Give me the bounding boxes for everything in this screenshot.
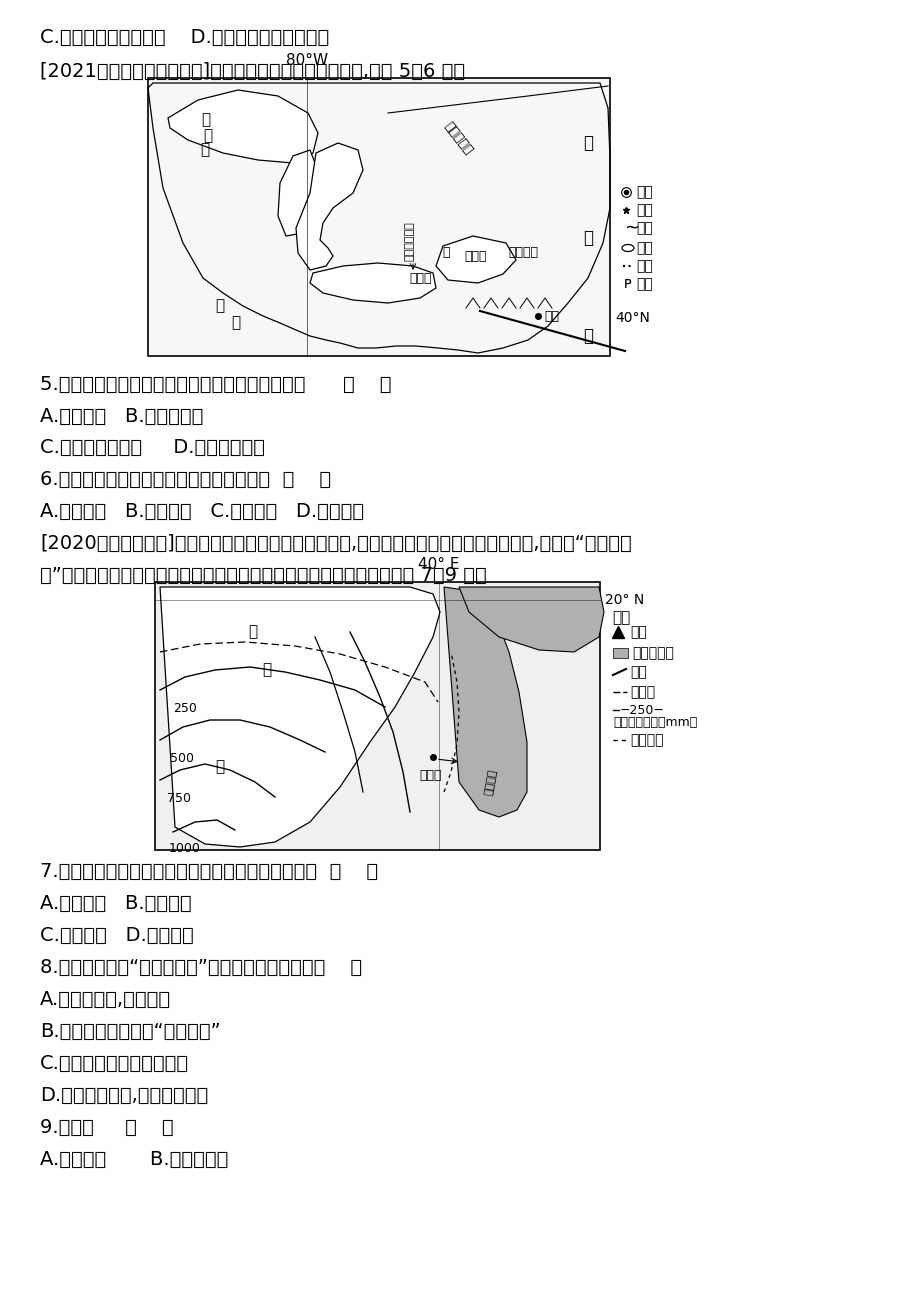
Text: C.是非洲物产出口的集散地: C.是非洲物产出口的集散地 — [40, 1055, 189, 1073]
Text: 9.吉布提     （    ）: 9.吉布提 （ ） — [40, 1118, 174, 1137]
Polygon shape — [436, 236, 516, 283]
Bar — [612, 648, 628, 658]
Polygon shape — [168, 90, 318, 163]
Text: 750: 750 — [167, 792, 191, 805]
Text: 年等降水量线（mm）: 年等降水量线（mm） — [612, 716, 697, 729]
Text: 板块边界: 板块边界 — [630, 733, 663, 747]
Text: ∼: ∼ — [623, 219, 639, 237]
Text: C.生活物资运输成本高    D.居民收入和消费水平高: C.生活物资运输成本高 D.居民收入和消费水平高 — [40, 29, 329, 47]
Text: 安: 安 — [442, 246, 449, 259]
Text: 河流: 河流 — [635, 221, 652, 234]
Text: C.海陆位置   D.地形地势: C.海陆位置 D.地形地势 — [40, 926, 194, 945]
Text: 坡”。下图为非洲局部地区年降水量分布及吉布提位置示意图。据此完成 7－9 题。: 坡”。下图为非洲局部地区年降水量分布及吉布提位置示意图。据此完成 7－9 题。 — [40, 566, 486, 585]
Text: 6.图示地区发展种植业的主要限制性条件是  （    ）: 6.图示地区发展种植业的主要限制性条件是 （ ） — [40, 470, 331, 490]
Text: B.位于欧洲和非洲的“十字路口”: B.位于欧洲和非洲的“十字路口” — [40, 1022, 221, 1042]
Text: 250: 250 — [173, 702, 197, 715]
Text: 布法罗: 布法罗 — [409, 272, 432, 285]
Text: 西: 西 — [583, 229, 593, 247]
Text: 运河: 运河 — [635, 259, 652, 273]
Text: A.森林广布       B.地热能丰富: A.森林广布 B.地热能丰富 — [40, 1150, 228, 1169]
Text: 河流: 河流 — [630, 665, 646, 680]
Text: 国界线: 国界线 — [630, 685, 654, 699]
Text: 山脉: 山脉 — [635, 277, 652, 292]
Bar — [154, 582, 599, 850]
Polygon shape — [459, 587, 604, 652]
Text: A.海岸线曲折,海运便利: A.海岸线曲折,海运便利 — [40, 990, 171, 1009]
Text: 利: 利 — [232, 315, 240, 331]
Text: 40°N: 40°N — [614, 311, 649, 326]
Text: A.经度位置   B.大气环流: A.经度位置 B.大气环流 — [40, 894, 191, 913]
Text: 伊: 伊 — [215, 298, 224, 314]
Text: [2020四川成都摸底]吉布提地处非洲东北部亚丁湾西岸,扬红海进入印度洋的要冲曼德海峡,被称为“非洲新加: [2020四川成都摸底]吉布提地处非洲东北部亚丁湾西岸,扬红海进入印度洋的要冲曼… — [40, 534, 631, 553]
Text: 5.美国东北部五大湖地区乳畜业发达的主要原因是      （    ）: 5.美国东北部五大湖地区乳畜业发达的主要原因是 （ ） — [40, 375, 391, 395]
Text: 大略湖: 大略湖 — [464, 250, 487, 263]
Text: 吉布提: 吉布提 — [418, 769, 441, 783]
Text: 休: 休 — [201, 112, 210, 128]
Text: 湖: 湖 — [200, 142, 210, 158]
Text: 1000: 1000 — [169, 842, 200, 855]
Polygon shape — [278, 150, 320, 236]
Text: D.扬守曼德海峡,位于海上要道: D.扬守曼德海峡,位于海上要道 — [40, 1086, 208, 1105]
Text: 伦: 伦 — [203, 129, 212, 143]
Text: 7.影响图示西部区域年降水量分布规律的主导因素是  （    ）: 7.影响图示西部区域年降水量分布规律的主导因素是 （ ） — [40, 862, 378, 881]
Polygon shape — [160, 587, 439, 848]
Text: 8.吉布提被称为“非洲新加坡”的最重要区位条件是（    ）: 8.吉布提被称为“非洲新加坡”的最重要区位条件是（ ） — [40, 958, 362, 976]
Text: −250−: −250− — [619, 703, 664, 716]
Text: 奥尔巴尼: 奥尔巴尼 — [507, 246, 538, 259]
Text: 山峰: 山峰 — [630, 625, 646, 639]
Text: 湖泊: 湖泊 — [635, 241, 652, 255]
Bar — [148, 78, 609, 355]
Text: 罗: 罗 — [262, 663, 271, 677]
Text: 城市: 城市 — [635, 185, 652, 199]
Text: 圣劳伦斯河: 圣劳伦斯河 — [441, 120, 474, 156]
Text: A.纬度较高   B.多山地丘陵: A.纬度较高 B.多山地丘陵 — [40, 408, 203, 426]
Text: 海: 海 — [215, 759, 224, 775]
Text: 500: 500 — [170, 753, 194, 766]
Text: 曼德海峡: 曼德海峡 — [483, 768, 498, 796]
Text: 图例: 图例 — [611, 611, 630, 625]
Text: 尼亚加拉瀑布: 尼亚加拉瀑布 — [404, 221, 414, 260]
Text: 20° N: 20° N — [605, 592, 643, 607]
Text: 大: 大 — [583, 134, 593, 152]
Polygon shape — [296, 143, 363, 270]
Polygon shape — [444, 587, 527, 816]
Text: 湖泊或海洋: 湖泊或海洋 — [631, 646, 673, 660]
Polygon shape — [310, 263, 436, 303]
Text: 洋: 洋 — [583, 327, 593, 345]
Text: ᴘ: ᴘ — [623, 276, 631, 292]
Text: C.城市人口比重高     D.产品外运便利: C.城市人口比重高 D.产品外运便利 — [40, 437, 265, 457]
Text: 纽约: 纽约 — [543, 310, 559, 323]
Text: 瀑布: 瀑布 — [635, 203, 652, 217]
Text: 80°W: 80°W — [286, 53, 328, 68]
Text: A.气候冷湿   B.水源不足   C.光照不足   D.市场狭小: A.气候冷湿 B.水源不足 C.光照不足 D.市场狭小 — [40, 503, 364, 521]
Text: 40° E: 40° E — [418, 557, 460, 572]
Text: 尼: 尼 — [248, 625, 257, 639]
Text: [2021河南郑州、商丘联考]读北美五大湖部分区域示意图,完成 5－6 题。: [2021河南郑州、商丘联考]读北美五大湖部分区域示意图,完成 5－6 题。 — [40, 62, 465, 81]
